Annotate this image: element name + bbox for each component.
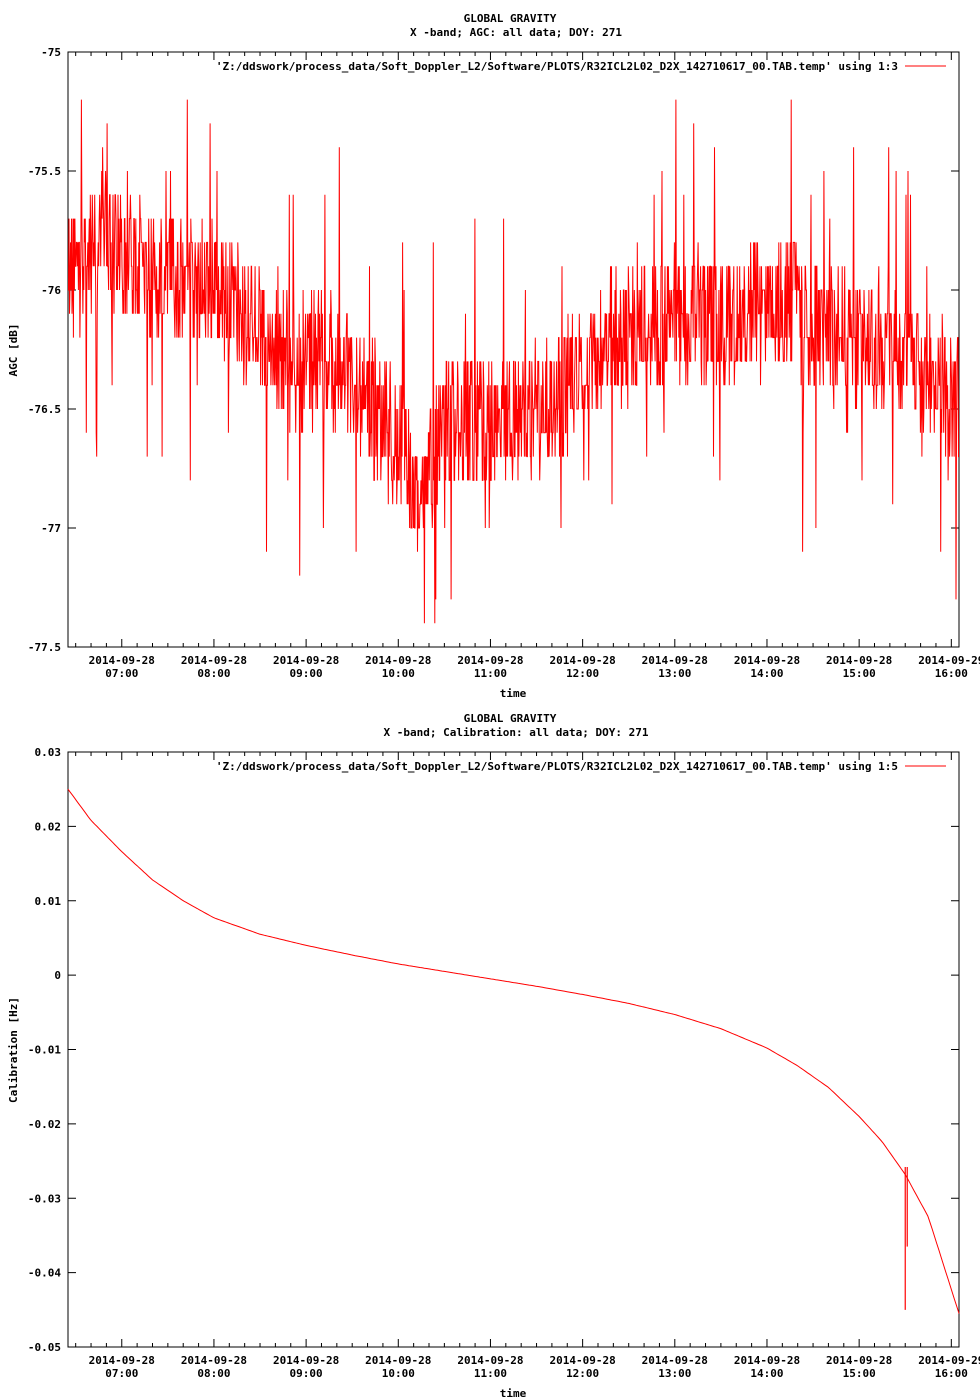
calibration-x-tick-time: 12:00 <box>566 1367 599 1380</box>
calibration-x-tick-time: 14:00 <box>750 1367 783 1380</box>
calibration-x-tick-time: 15:00 <box>843 1367 876 1380</box>
calibration-x-tick-time: 09:00 <box>290 1367 323 1380</box>
agc-x-tick-date: 2014-09-28 <box>89 654 155 667</box>
agc-x-tick-date: 2014-09-28 <box>826 654 892 667</box>
agc-x-tick-time: 14:00 <box>750 667 783 680</box>
agc-x-tick-time: 15:00 <box>843 667 876 680</box>
agc-series-group <box>68 99 959 624</box>
agc-x-tick-date: 2014-09-28 <box>550 654 616 667</box>
agc-x-tick-date: 2014-09-28 <box>457 654 523 667</box>
calibration-x-tick-date: 2014-09-28 <box>181 1354 247 1367</box>
agc-legend-label: 'Z:/ddswork/process_data/Soft_Doppler_L2… <box>216 60 898 73</box>
agc-axis-ticks: -75-75.5-76-76.5-77-77.52014-09-2807:002… <box>28 46 980 680</box>
agc-x-tick-time: 09:00 <box>290 667 323 680</box>
calibration-x-tick-time: 10:00 <box>382 1367 415 1380</box>
calibration-x-tick-date: 2014-09-28 <box>457 1354 523 1367</box>
agc-x-axis-label: time <box>500 687 527 700</box>
calibration-series-line <box>67 788 960 1314</box>
calibration-x-tick-time: 13:00 <box>658 1367 691 1380</box>
agc-y-tick-label: -77.5 <box>28 641 61 654</box>
agc-x-tick-time: 12:00 <box>566 667 599 680</box>
calibration-x-tick-time: 08:00 <box>197 1367 230 1380</box>
calibration-x-tick-date: 2014-09-28 <box>365 1354 431 1367</box>
calibration-y-tick-label: -0.01 <box>28 1044 61 1057</box>
calibration-legend-label: 'Z:/ddswork/process_data/Soft_Doppler_L2… <box>216 760 898 773</box>
calibration-chart: GLOBAL GRAVITY X -band; Calibration: all… <box>7 712 980 1400</box>
calibration-x-tick-time: 07:00 <box>105 1367 138 1380</box>
agc-plot-border <box>67 51 960 648</box>
agc-y-tick-label: -75.5 <box>28 165 61 178</box>
calibration-x-tick-date: 2014-09-28 <box>89 1354 155 1367</box>
agc-x-tick-time: 07:00 <box>105 667 138 680</box>
agc-chart-subtitle: X -band; AGC: all data; DOY: 271 <box>410 26 622 39</box>
agc-x-tick-date: 2014-09-28 <box>642 654 708 667</box>
calibration-chart-subtitle: X -band; Calibration: all data; DOY: 271 <box>384 726 649 739</box>
agc-y-tick-label: -76.5 <box>28 403 61 416</box>
agc-chart: GLOBAL GRAVITY X -band; AGC: all data; D… <box>7 12 980 700</box>
calibration-series-group <box>67 788 960 1314</box>
agc-x-tick-time: 16:00 <box>935 667 968 680</box>
agc-x-tick-date: 2014-09-29 <box>918 654 980 667</box>
agc-y-axis-label: AGC [dB] <box>7 324 20 377</box>
agc-x-tick-time: 13:00 <box>658 667 691 680</box>
calibration-x-tick-date: 2014-09-28 <box>734 1354 800 1367</box>
agc-chart-title: GLOBAL GRAVITY <box>464 12 557 25</box>
calibration-x-tick-date: 2014-09-28 <box>550 1354 616 1367</box>
calibration-chart-title: GLOBAL GRAVITY <box>464 712 557 725</box>
agc-y-tick-label: -76 <box>41 284 61 297</box>
calibration-x-tick-time: 16:00 <box>935 1367 968 1380</box>
calibration-y-tick-label: -0.05 <box>28 1341 61 1354</box>
calibration-plot-border <box>67 751 960 1348</box>
calibration-y-tick-label: 0.03 <box>35 746 62 759</box>
agc-x-tick-date: 2014-09-28 <box>273 654 339 667</box>
calibration-x-axis-label: time <box>500 1387 527 1400</box>
calibration-x-tick-time: 11:00 <box>474 1367 507 1380</box>
agc-x-tick-time: 11:00 <box>474 667 507 680</box>
agc-series-line <box>68 99 959 624</box>
agc-x-tick-date: 2014-09-28 <box>734 654 800 667</box>
calibration-x-tick-date: 2014-09-28 <box>642 1354 708 1367</box>
agc-y-tick-label: -75 <box>41 46 61 59</box>
calibration-y-tick-label: 0.02 <box>35 820 62 833</box>
agc-x-tick-date: 2014-09-28 <box>181 654 247 667</box>
calibration-y-tick-label: -0.03 <box>28 1192 61 1205</box>
calibration-y-tick-label: 0.01 <box>35 895 62 908</box>
calibration-y-tick-label: -0.02 <box>28 1118 61 1131</box>
agc-x-tick-time: 08:00 <box>197 667 230 680</box>
agc-x-tick-date: 2014-09-28 <box>365 654 431 667</box>
calibration-x-tick-date: 2014-09-28 <box>273 1354 339 1367</box>
agc-y-tick-label: -77 <box>41 522 61 535</box>
calibration-y-axis-label: Calibration [Hz] <box>7 997 20 1103</box>
calibration-axis-ticks: 0.03 0.02 0.01 0 -0.01 -0.02 -0.03 -0.04 -0.05 20… <box>28 746 980 1380</box>
calibration-y-tick-label: -0.04 <box>28 1267 61 1280</box>
calibration-x-tick-date: 2014-09-28 <box>826 1354 892 1367</box>
calibration-y-tick-label: 0 <box>54 969 61 982</box>
agc-x-tick-time: 10:00 <box>382 667 415 680</box>
calibration-x-tick-date: 2014-09-29 <box>918 1354 980 1367</box>
